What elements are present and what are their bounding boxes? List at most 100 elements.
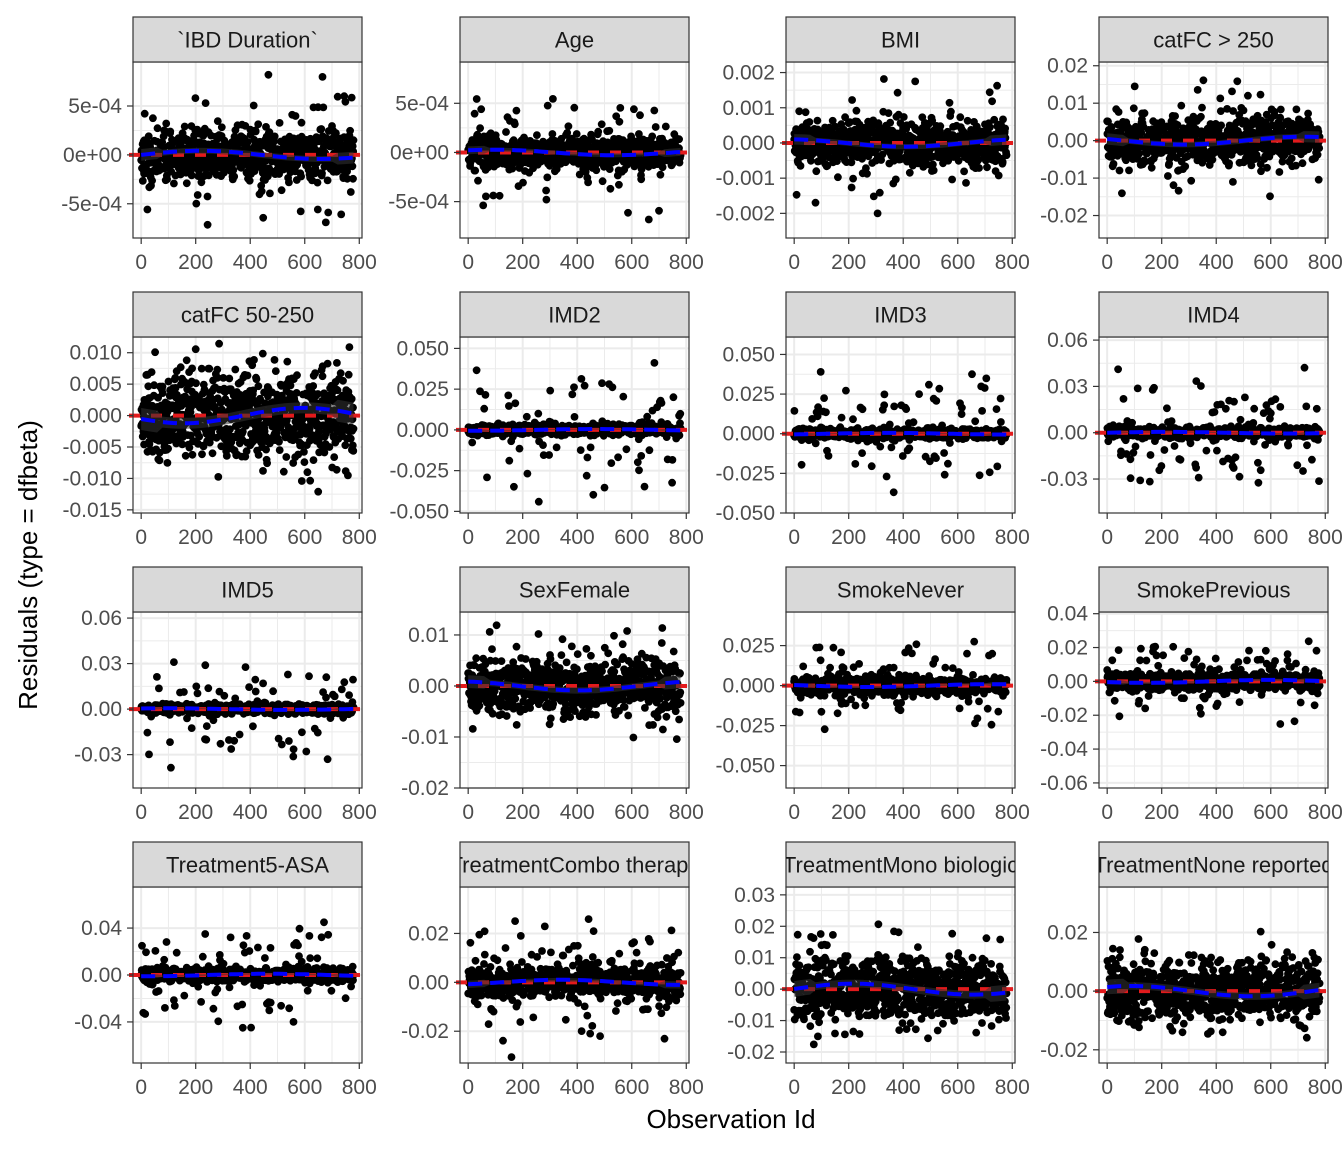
y-tick-label: 0.005	[69, 373, 122, 396]
data-point	[259, 214, 267, 222]
data-point	[202, 99, 210, 107]
y-tick-label: 0.00	[1047, 130, 1088, 153]
data-point	[1288, 155, 1296, 163]
data-point	[511, 120, 519, 128]
y-tick-label: -5e-04	[61, 193, 122, 216]
data-point	[637, 175, 645, 183]
data-point	[324, 360, 332, 368]
data-point	[999, 116, 1007, 124]
data-point	[250, 102, 258, 110]
data-point	[1257, 91, 1265, 99]
data-point	[337, 369, 345, 377]
data-point	[1115, 108, 1123, 116]
data-point	[645, 216, 653, 224]
data-point	[641, 483, 649, 491]
data-point	[545, 451, 553, 459]
x-tick-label: 800	[1308, 251, 1343, 274]
data-point	[317, 125, 325, 133]
data-point	[266, 190, 274, 198]
data-point	[993, 82, 1001, 90]
x-tick-label: 200	[178, 526, 213, 549]
data-point	[319, 104, 327, 112]
data-point	[204, 221, 212, 229]
data-point	[986, 88, 994, 96]
data-point	[471, 110, 479, 118]
data-point	[1116, 167, 1124, 175]
data-point	[601, 484, 609, 492]
data-point	[1263, 164, 1271, 172]
data-point	[906, 169, 914, 177]
y-tick-label: -5e-04	[388, 191, 449, 214]
data-point	[337, 211, 345, 219]
data-point	[301, 458, 309, 466]
data-point	[272, 367, 280, 375]
data-point	[1200, 76, 1208, 84]
data-point	[141, 110, 149, 118]
data-point	[995, 172, 1003, 180]
data-point	[254, 120, 262, 128]
data-point	[1276, 168, 1284, 176]
data-point	[350, 425, 358, 433]
data-point	[533, 131, 541, 139]
data-point	[223, 452, 231, 460]
x-tick-label: 600	[940, 251, 975, 274]
data-point	[607, 459, 615, 467]
data-point	[510, 483, 518, 491]
x-tick-label: 800	[342, 251, 377, 274]
data-point	[504, 392, 512, 400]
data-point	[570, 383, 578, 391]
data-point	[609, 383, 617, 391]
data-point	[1225, 160, 1233, 168]
data-point	[183, 356, 191, 364]
data-point	[598, 379, 606, 387]
data-point	[1304, 110, 1312, 118]
data-point	[1266, 192, 1274, 200]
data-point	[886, 119, 894, 127]
data-point	[659, 163, 667, 171]
data-point	[194, 191, 202, 199]
data-point	[476, 124, 484, 132]
data-point	[544, 102, 552, 110]
data-point	[162, 120, 170, 128]
data-point	[592, 166, 600, 174]
data-point	[333, 466, 341, 474]
x-tick-label: 800	[995, 251, 1030, 274]
data-point	[285, 179, 293, 187]
y-axis-title: Residuals (type = dfbeta)	[13, 420, 43, 710]
data-point	[848, 96, 856, 104]
x-tick-label: 600	[614, 526, 649, 549]
x-tick-label: 400	[886, 251, 921, 274]
data-point	[1003, 151, 1011, 159]
data-point	[349, 175, 357, 183]
data-point	[543, 174, 551, 182]
data-point	[177, 363, 185, 371]
data-point	[164, 459, 172, 467]
data-point	[876, 189, 884, 197]
data-point	[930, 167, 938, 175]
y-tick-label: 0e+00	[390, 141, 449, 164]
x-tick-label: 0	[788, 251, 800, 274]
data-point	[797, 162, 805, 170]
data-point	[330, 453, 338, 461]
data-point	[259, 467, 267, 475]
data-point	[636, 111, 644, 119]
data-point	[607, 185, 615, 193]
facet-title: IMD2	[548, 303, 601, 328]
data-point	[880, 75, 888, 83]
data-point	[324, 177, 332, 185]
data-point	[1233, 77, 1241, 85]
y-tick-label: 5e-04	[395, 92, 449, 115]
data-point	[863, 170, 871, 178]
data-point	[192, 94, 200, 102]
data-point	[204, 193, 212, 201]
data-point	[171, 374, 179, 382]
y-tick-label: 0.001	[722, 97, 775, 120]
data-point	[947, 108, 955, 116]
data-point	[1148, 164, 1156, 172]
data-point	[975, 164, 983, 172]
data-point	[474, 177, 482, 185]
data-point	[542, 187, 550, 195]
